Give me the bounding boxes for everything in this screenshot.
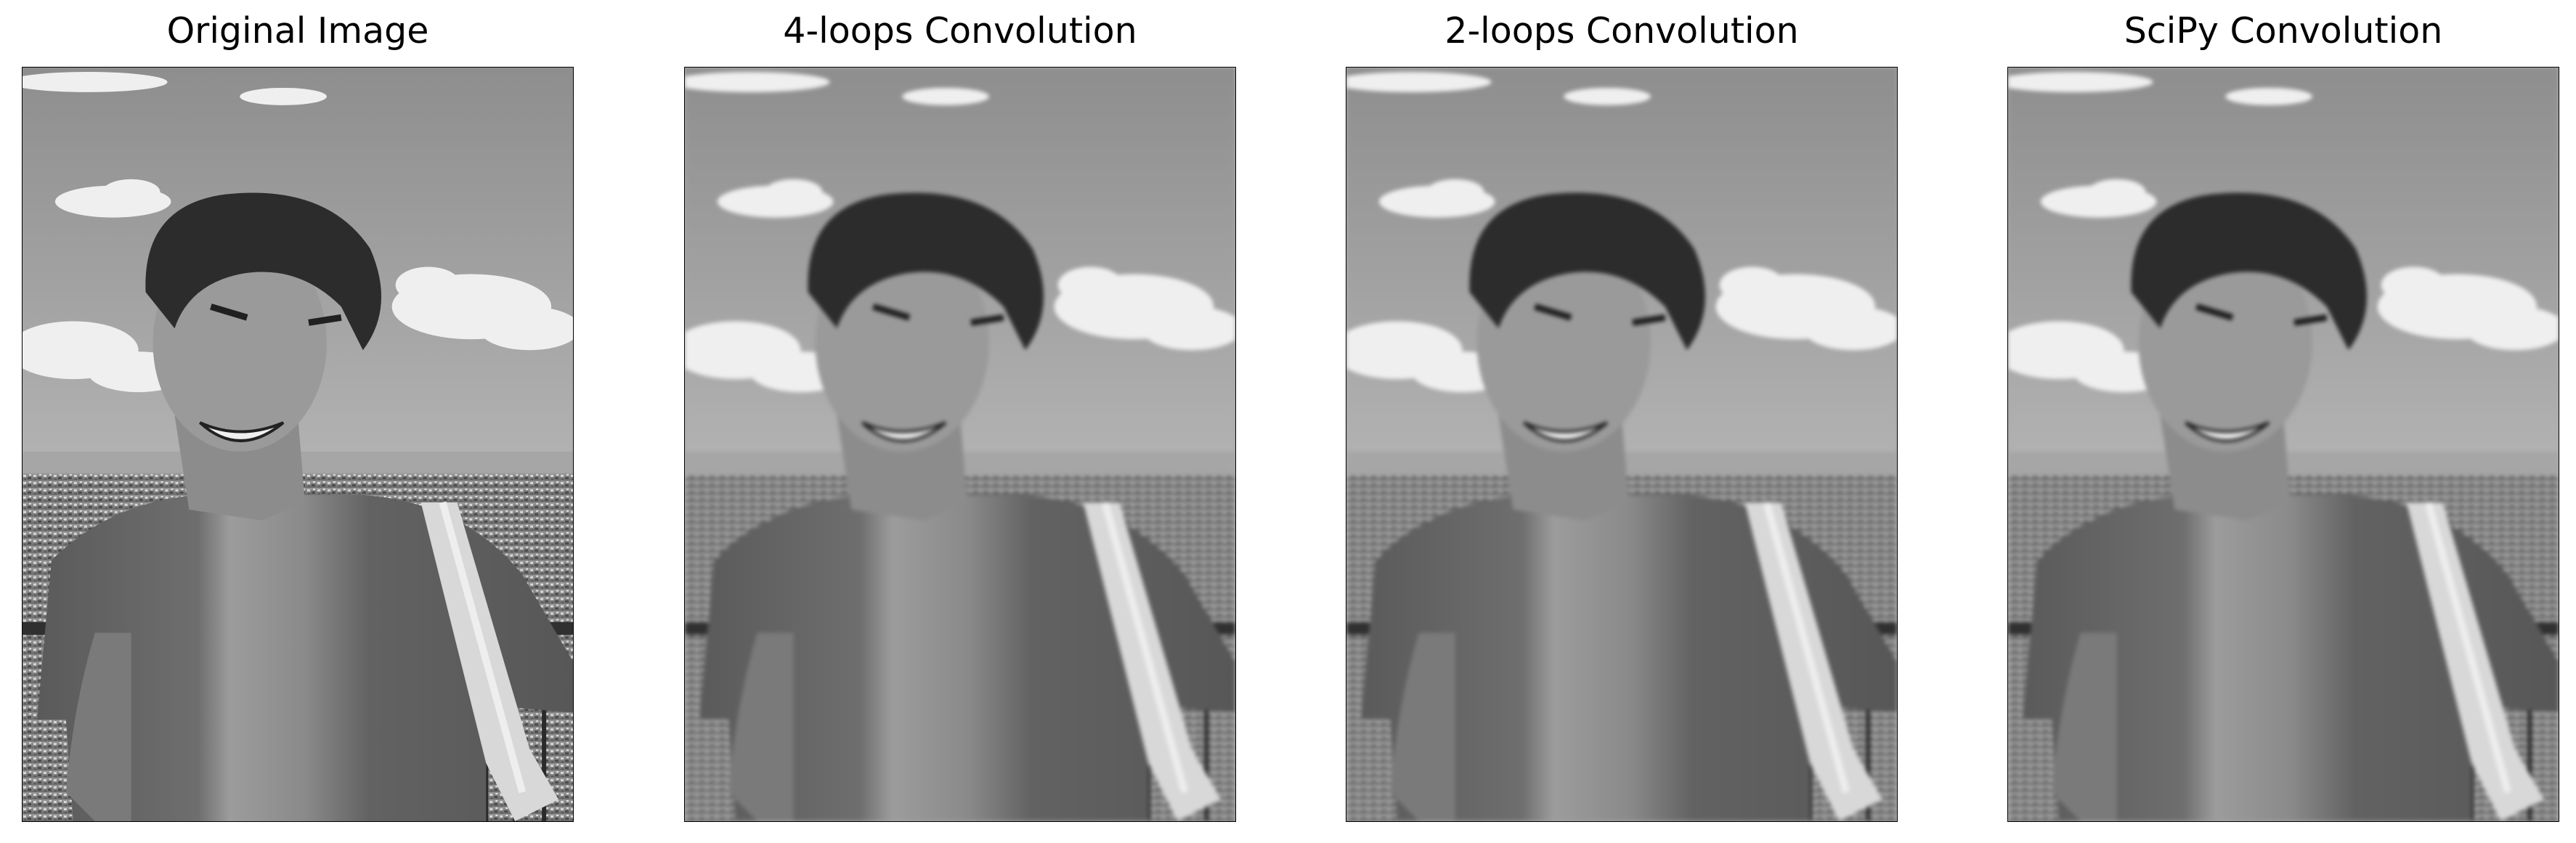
grayscale-portrait-smiling-man-overlooking-city-blurred xyxy=(1346,68,1897,821)
image-axes xyxy=(2007,67,2559,822)
panel-3: 2-loops Convolution xyxy=(1346,0,1898,843)
panel-title: 2-loops Convolution xyxy=(1445,10,1799,52)
panel-4: SciPy Convolution xyxy=(2007,0,2559,843)
grayscale-portrait-smiling-man-overlooking-city-blurred xyxy=(2008,68,2559,821)
panel-1: Original Image xyxy=(22,0,574,843)
image-axes xyxy=(1346,67,1898,822)
grayscale-portrait-smiling-man-overlooking-city xyxy=(23,68,573,821)
panel-title: 4-loops Convolution xyxy=(783,10,1137,52)
image-axes xyxy=(22,67,574,822)
panel-title: SciPy Convolution xyxy=(2124,10,2443,52)
image-axes xyxy=(684,67,1236,822)
panel-2: 4-loops Convolution xyxy=(684,0,1236,843)
grayscale-portrait-smiling-man-overlooking-city-blurred xyxy=(685,68,1235,821)
panel-title: Original Image xyxy=(166,10,429,52)
